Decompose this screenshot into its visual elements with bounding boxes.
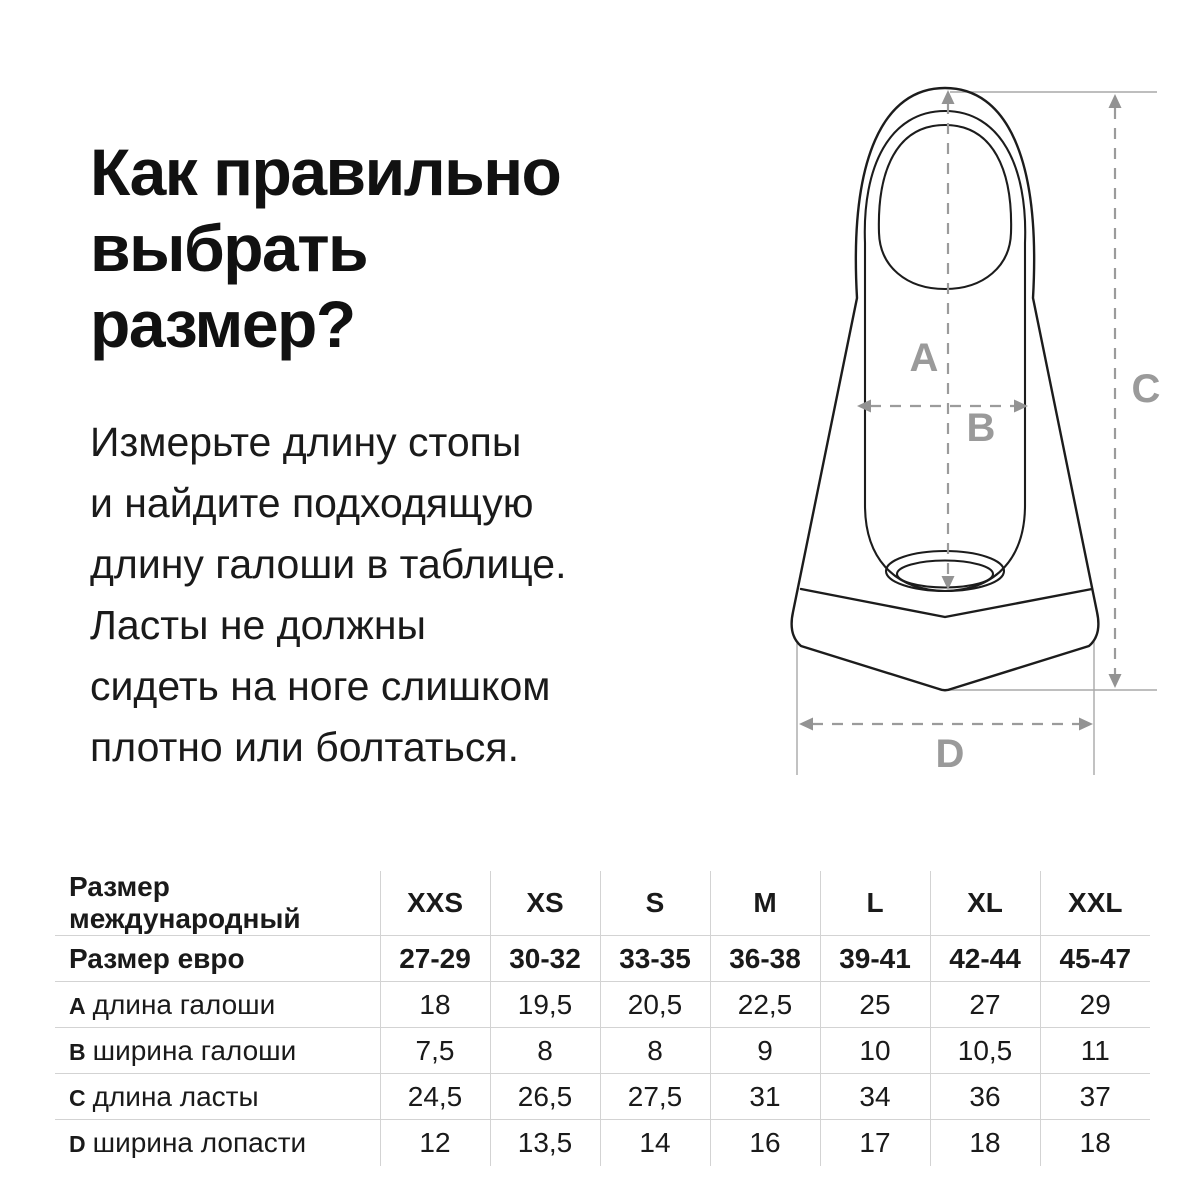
row-label-c: длина ласты [92,1080,259,1112]
row-label-a: длина галоши [92,988,276,1020]
fin-chevron [799,587,1094,619]
value-cell: 13,5 [489,1119,600,1166]
dim-label-c: C [1132,367,1161,411]
size-cell: XXL [1039,871,1150,936]
value-cell: 8 [599,1027,710,1074]
dim-label-d: D [936,732,965,776]
size-table: Размер международный XXS XS S M L XL XXL… [55,871,1150,1166]
dim-b-arrow-left [857,399,871,413]
value-cell: 9 [709,1027,820,1074]
euro-cell: 39-41 [819,935,930,982]
row-prefix-c: C [69,1084,86,1111]
size-cell: S [599,871,710,936]
table-row-euro: Размер евро 27-29 30-32 33-35 36-38 39-4… [55,935,1150,982]
value-cell: 29 [1039,981,1150,1028]
value-cell: 24,5 [379,1073,490,1120]
euro-cell: 30-32 [489,935,600,982]
value-cell: 26,5 [489,1073,600,1120]
row-prefix-a: A [69,992,86,1019]
row-header-euro: Размер евро [55,935,380,982]
value-cell: 11 [1039,1027,1150,1074]
value-cell: 25 [819,981,930,1028]
euro-cell: 33-35 [599,935,710,982]
value-cell: 19,5 [489,981,600,1028]
dim-a-arrow-down [941,576,955,590]
euro-cell: 36-38 [709,935,820,982]
value-cell: 12 [379,1119,490,1166]
value-cell: 17 [819,1119,930,1166]
value-cell: 18 [929,1119,1040,1166]
value-cell: 16 [709,1119,820,1166]
size-cell: XS [489,871,600,936]
value-cell: 37 [1039,1073,1150,1120]
value-cell: 27 [929,981,1040,1028]
fin-heel-outer [884,549,1006,593]
size-cell: L [819,871,930,936]
value-cell: 22,5 [709,981,820,1028]
fin-opening [877,123,1013,291]
row-label-d: ширина лопасти [92,1126,307,1158]
row-prefix-d: D [69,1130,86,1157]
page-title: Как правильно выбрать размер? [90,135,562,361]
euro-cell: 27-29 [379,935,490,982]
value-cell: 7,5 [379,1027,490,1074]
size-cell: XXS [379,871,490,936]
value-cell: 31 [709,1073,820,1120]
row-label-b: ширина галоши [92,1034,297,1066]
fin-heel-inner [895,559,995,589]
fin-diagram: A B C D [790,86,1161,776]
euro-cell: 42-44 [929,935,1040,982]
value-cell: 18 [1039,1119,1150,1166]
dim-d-arrow-right [1079,717,1093,731]
fin-pocket-rim [863,109,1027,593]
intro-text: Измерьте длину стопы и найдите подходящу… [90,419,567,770]
size-cell: M [709,871,820,936]
dim-a-arrow-up [941,90,955,104]
dim-d-arrow-left [799,717,813,731]
value-cell: 20,5 [599,981,710,1028]
table-row-international: Размер международный XXS XS S M L XL XXL [55,871,1150,936]
dim-b-arrow-right [1014,399,1028,413]
row-header-international: Размер международный [55,871,380,936]
value-cell: 10,5 [929,1027,1040,1074]
dim-label-a: A [910,336,939,380]
value-cell: 36 [929,1073,1040,1120]
value-cell: 14 [599,1119,710,1166]
dim-c-arrow-down [1108,674,1122,688]
value-cell: 8 [489,1027,600,1074]
value-cell: 18 [379,981,490,1028]
dim-c-arrow-up [1108,94,1122,108]
value-cell: 27,5 [599,1073,710,1120]
dim-label-b: B [967,406,996,450]
size-cell: XL [929,871,1040,936]
value-cell: 34 [819,1073,930,1120]
fin-outline [790,86,1100,692]
row-prefix-b: B [69,1038,86,1065]
euro-cell: 45-47 [1039,935,1150,982]
value-cell: 10 [819,1027,930,1074]
